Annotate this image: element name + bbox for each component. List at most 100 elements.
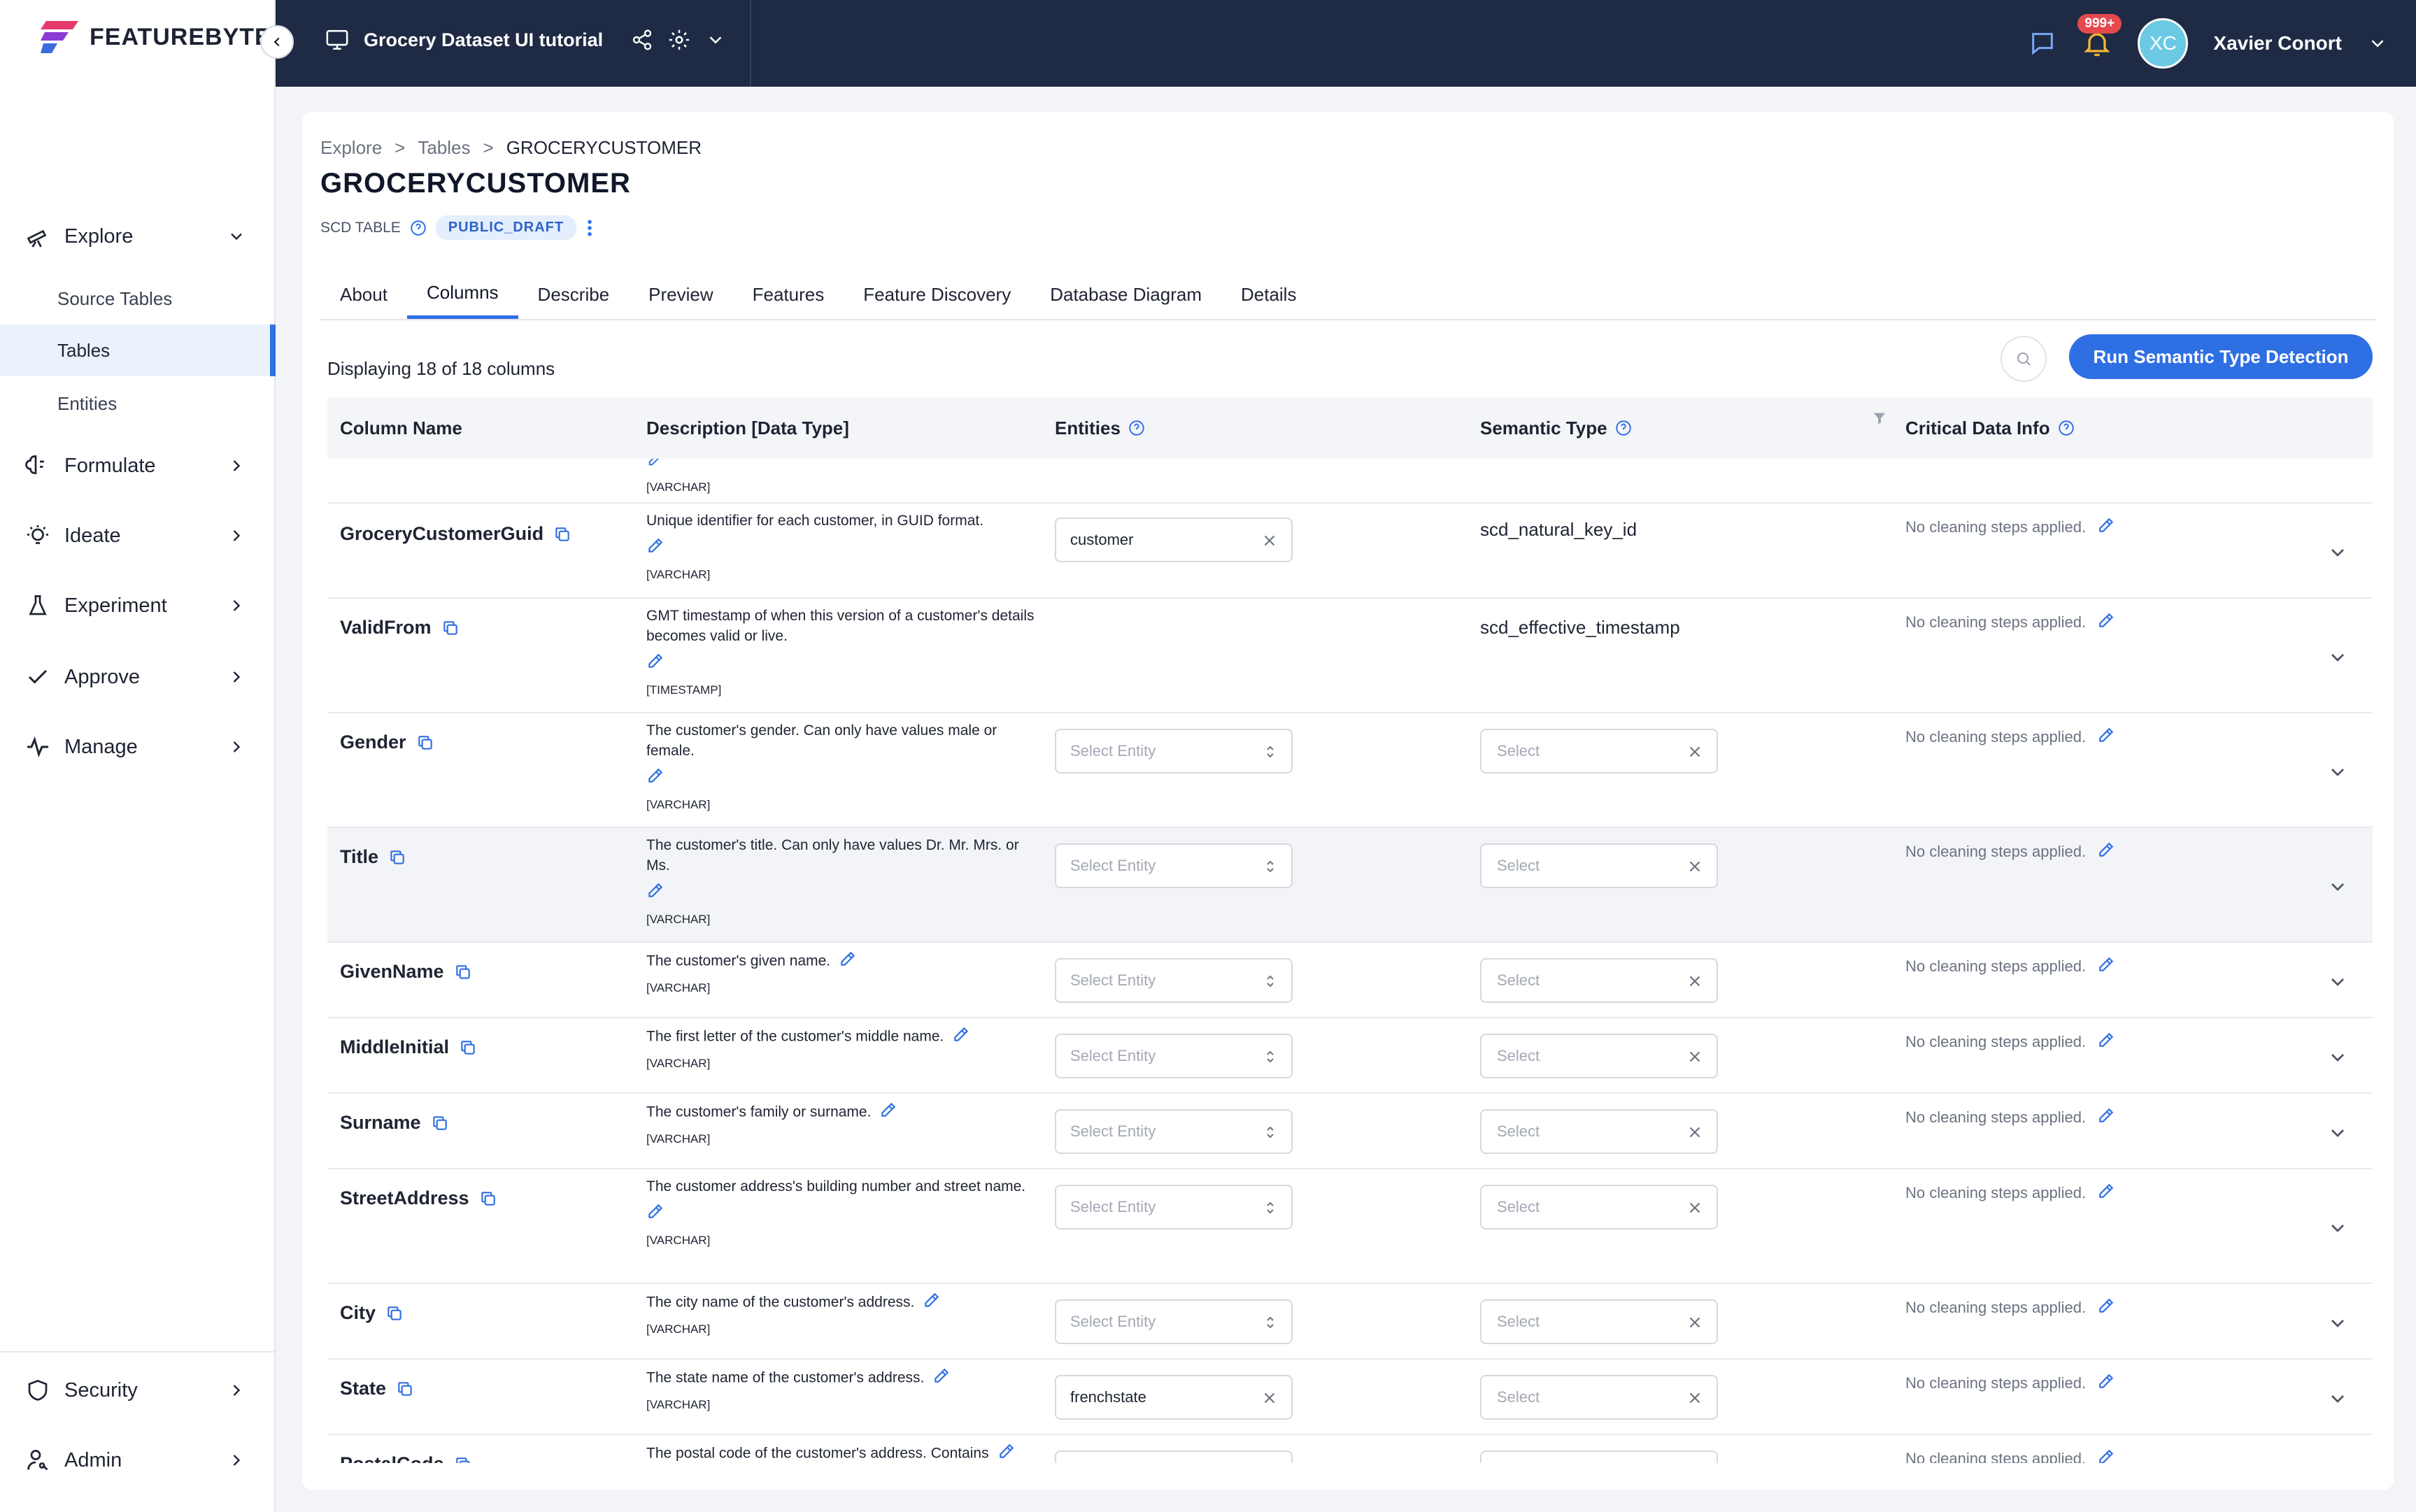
expand-row-button[interactable] xyxy=(2326,1388,2349,1410)
semantic-type-select[interactable]: Select xyxy=(1480,1450,1718,1463)
edit-icon[interactable] xyxy=(646,459,663,467)
tab-about[interactable]: About xyxy=(340,283,388,305)
edit-description-button[interactable] xyxy=(646,652,1038,676)
gear-icon[interactable] xyxy=(667,28,691,52)
search-button[interactable] xyxy=(2001,336,2047,382)
sidebar-item-experiment[interactable]: Experiment xyxy=(0,578,274,634)
edit-icon[interactable] xyxy=(2097,841,2115,859)
close-icon[interactable] xyxy=(1260,532,1279,550)
featurebyte-logo[interactable]: FEATUREBYTE xyxy=(41,20,271,55)
tab-feature-discovery[interactable]: Feature Discovery xyxy=(863,283,1011,305)
tab-preview[interactable]: Preview xyxy=(648,283,713,305)
edit-description-button[interactable] xyxy=(646,536,1038,560)
sidebar-item-security[interactable]: Security xyxy=(0,1362,274,1418)
sidebar-item-approve[interactable]: Approve xyxy=(0,649,274,705)
edit-critical-data-button[interactable] xyxy=(2097,1031,2115,1053)
edit-description-button[interactable] xyxy=(646,766,1038,790)
tab-database-diagram[interactable]: Database Diagram xyxy=(1050,283,1202,305)
entity-select[interactable]: Select Entity xyxy=(1055,1450,1293,1463)
edit-icon[interactable] xyxy=(839,950,857,968)
expand-row-button[interactable] xyxy=(2326,1217,2349,1239)
expand-row-button[interactable] xyxy=(2326,541,2349,564)
sidebar-item-source-tables[interactable]: Source Tables xyxy=(57,287,173,309)
copy-icon[interactable] xyxy=(454,963,472,981)
project-selector[interactable]: Grocery Dataset UI tutorial xyxy=(325,28,726,52)
close-icon[interactable] xyxy=(1686,743,1704,761)
close-icon[interactable] xyxy=(1686,1389,1704,1407)
edit-icon[interactable] xyxy=(646,536,665,555)
filter-button[interactable] xyxy=(1872,387,1887,449)
edit-icon[interactable] xyxy=(2097,1372,2115,1390)
tab-columns[interactable]: Columns xyxy=(406,270,518,319)
entity-select[interactable]: Select Entity xyxy=(1055,1299,1293,1344)
semantic-type-select[interactable]: Select xyxy=(1480,1375,1718,1420)
edit-description-button[interactable] xyxy=(879,1101,897,1125)
tab-features[interactable]: Features xyxy=(752,283,825,305)
edit-icon[interactable] xyxy=(646,1202,665,1220)
semantic-type-select[interactable]: Select xyxy=(1480,1034,1718,1078)
expand-row-button[interactable] xyxy=(2326,971,2349,993)
edit-icon[interactable] xyxy=(2097,1448,2115,1463)
edit-icon[interactable] xyxy=(879,1101,897,1119)
edit-icon[interactable] xyxy=(2097,1106,2115,1125)
edit-description-button[interactable] xyxy=(997,1442,1016,1463)
edit-critical-data-button[interactable] xyxy=(2097,726,2115,748)
sidebar-item-tables[interactable]: Tables xyxy=(0,324,276,376)
edit-icon[interactable] xyxy=(932,1367,951,1385)
edit-description-button[interactable] xyxy=(646,881,1038,905)
edit-critical-data-button[interactable] xyxy=(2097,611,2115,634)
help-icon[interactable] xyxy=(2057,419,2075,437)
breadcrumb-tables[interactable]: Tables xyxy=(418,137,471,158)
edit-description-button[interactable] xyxy=(839,950,857,973)
edit-description-button[interactable] xyxy=(952,1025,970,1049)
close-icon[interactable] xyxy=(1686,857,1704,876)
entity-select[interactable]: customer xyxy=(1055,518,1293,562)
entity-select[interactable]: Select Entity xyxy=(1055,729,1293,773)
close-icon[interactable] xyxy=(1686,1048,1704,1066)
breadcrumb-explore[interactable]: Explore xyxy=(320,137,383,158)
help-icon[interactable] xyxy=(1128,419,1146,437)
notifications-button[interactable]: 999+ xyxy=(2077,14,2122,59)
edit-icon[interactable] xyxy=(646,652,665,670)
entity-select[interactable]: Select Entity xyxy=(1055,843,1293,888)
close-icon[interactable] xyxy=(1686,972,1704,990)
close-icon[interactable] xyxy=(1686,1123,1704,1141)
close-icon[interactable] xyxy=(1686,1313,1704,1332)
sidebar-item-entities[interactable]: Entities xyxy=(57,392,118,414)
edit-icon[interactable] xyxy=(2097,516,2115,534)
user-name[interactable]: Xavier Conort xyxy=(2213,32,2342,54)
semantic-type-select[interactable]: Select xyxy=(1480,1109,1718,1154)
edit-critical-data-button[interactable] xyxy=(2097,1297,2115,1319)
semantic-type-select[interactable]: Select xyxy=(1480,843,1718,888)
edit-icon[interactable] xyxy=(646,766,665,785)
copy-icon[interactable] xyxy=(454,1455,472,1464)
help-icon[interactable] xyxy=(1614,419,1633,437)
semantic-type-select[interactable]: Select xyxy=(1480,958,1718,1003)
run-semantic-detection-button[interactable]: Run Semantic Type Detection xyxy=(2069,334,2373,379)
expand-row-button[interactable] xyxy=(2326,876,2349,898)
share-icon[interactable] xyxy=(631,29,653,51)
edit-critical-data-button[interactable] xyxy=(2097,1182,2115,1204)
tab-describe[interactable]: Describe xyxy=(537,283,610,305)
edit-icon[interactable] xyxy=(2097,955,2115,973)
expand-row-button[interactable] xyxy=(2326,1312,2349,1334)
sidebar-item-formulate[interactable]: Formulate xyxy=(0,438,274,494)
edit-icon[interactable] xyxy=(923,1291,941,1309)
avatar[interactable]: XC xyxy=(2138,18,2189,69)
semantic-type-select[interactable]: Select xyxy=(1480,1185,1718,1229)
edit-icon[interactable] xyxy=(646,881,665,899)
copy-icon[interactable] xyxy=(459,1039,477,1057)
edit-icon[interactable] xyxy=(952,1025,970,1043)
edit-icon[interactable] xyxy=(2097,726,2115,744)
copy-icon[interactable] xyxy=(479,1190,497,1208)
chevron-down-icon[interactable] xyxy=(705,29,726,50)
edit-critical-data-button[interactable] xyxy=(2097,516,2115,539)
entity-select[interactable]: frenchstate xyxy=(1055,1375,1293,1420)
expand-row-button[interactable] xyxy=(2326,1046,2349,1069)
copy-icon[interactable] xyxy=(388,848,406,866)
edit-icon[interactable] xyxy=(997,1442,1016,1460)
copy-icon[interactable] xyxy=(385,1304,404,1322)
edit-description-button[interactable] xyxy=(646,1202,1038,1226)
close-icon[interactable] xyxy=(1686,1199,1704,1217)
edit-critical-data-button[interactable] xyxy=(2097,1372,2115,1395)
